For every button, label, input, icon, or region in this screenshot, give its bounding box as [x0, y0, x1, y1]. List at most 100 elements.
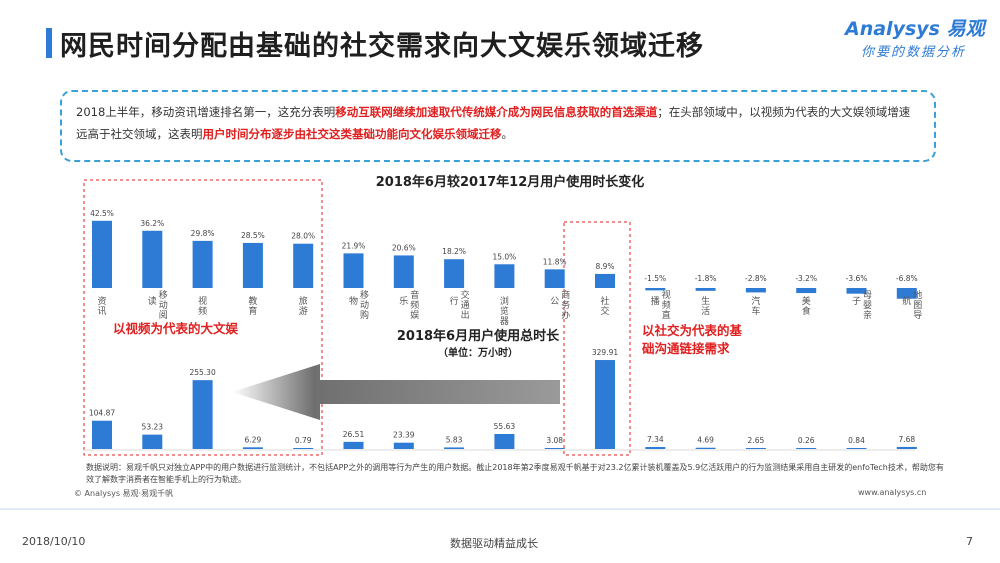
- page-number: 7: [966, 535, 973, 548]
- footer-divider: [0, 508, 1000, 510]
- hours-bar: [896, 446, 917, 449]
- growth-value-label: 21.9%: [342, 241, 366, 250]
- growth-value-label: -1.5%: [644, 274, 666, 283]
- hours-value-label: 329.91: [592, 348, 618, 357]
- category-tick-label: 社交: [600, 295, 609, 317]
- hours-bar: [142, 434, 163, 449]
- growth-value-label: 29.8%: [191, 229, 215, 238]
- hours-value-label: 26.51: [343, 430, 365, 439]
- growth-bar: [595, 273, 615, 288]
- category-tick-label-extra: 移动阅: [159, 289, 168, 321]
- chart1-bars: 42.5% 36.2% 29.8% 28.5% 28.0% 21.9% 20.6% 18.2%…: [90, 209, 918, 299]
- growth-bar: [393, 255, 414, 288]
- right-annotation-line1: 以社交为代表的基: [642, 323, 743, 338]
- category-tick-label: 公: [550, 296, 559, 307]
- summary-text-1: 2018上半年，移动资讯增速排名第一，这充分表明: [76, 105, 336, 119]
- highlight-box-entertainment: [83, 179, 323, 456]
- growth-bar: [645, 288, 666, 291]
- growth-bar: [92, 220, 112, 288]
- growth-bar: [142, 230, 163, 288]
- category-tick-label-extra: 移动购: [360, 289, 369, 321]
- hours-value-label: 4.69: [697, 436, 714, 445]
- hours-bar: [846, 448, 867, 449]
- chart1-ticks: 资讯 读 视频 教育 旅游 物 乐 行 浏览器 公 社交 播 生活 汽车 美食 子 航 移动阅 移动购 音频娱 交通出 商…: [97, 289, 922, 327]
- growth-value-label: 20.6%: [392, 243, 416, 252]
- growth-bar: [544, 269, 565, 288]
- growth-bar: [494, 264, 515, 288]
- growth-value-label: 8.9%: [595, 262, 614, 271]
- hours-bar: [695, 447, 716, 449]
- footer-date: 2018/10/10: [22, 535, 86, 548]
- growth-value-label: -3.6%: [846, 274, 868, 283]
- page-title: 网民时间分配由基础的社交需求向大文娱乐领域迁移: [60, 31, 704, 62]
- growth-bar: [846, 288, 867, 294]
- hours-bar: [444, 447, 465, 449]
- left-annotation: 以视频为代表的大文娱: [113, 321, 239, 336]
- growth-bar: [242, 242, 263, 288]
- hours-bar: [595, 360, 615, 449]
- hours-value-label: 0.84: [848, 436, 865, 445]
- hours-value-label: 0.79: [295, 436, 312, 445]
- hours-bar: [293, 448, 314, 449]
- hours-value-label: 3.08: [546, 436, 563, 445]
- hours-bar: [242, 447, 263, 449]
- growth-bar: [695, 288, 716, 291]
- category-tick-label-extra: 母婴亲: [863, 290, 872, 321]
- category-tick-label: 物: [349, 295, 358, 307]
- copyright: © Analysys 易观·易观千帆: [74, 489, 174, 498]
- hours-bar: [343, 441, 364, 449]
- summary-highlight-2: 用户时间分布逐步由社交这类基础功能向文化娱乐领域迁移: [202, 127, 502, 141]
- category-tick-label-extra: 视频直: [662, 289, 671, 321]
- growth-value-label: -1.8%: [695, 274, 717, 283]
- growth-value-label: -2.8%: [745, 274, 767, 283]
- category-tick-label-extra: 音频娱: [410, 289, 419, 321]
- hours-bar: [192, 380, 213, 449]
- hours-value-label: 55.63: [494, 422, 516, 431]
- growth-bar: [745, 288, 766, 293]
- growth-bar: [192, 240, 213, 288]
- hours-value-label: 53.23: [142, 423, 164, 432]
- chart2-title: 2018年6月用户使用总时长: [397, 328, 560, 344]
- growth-value-label: -6.8%: [896, 274, 918, 283]
- category-tick-label: 美食: [802, 295, 811, 317]
- hours-value-label: 5.83: [446, 435, 463, 444]
- category-tick-label: 读: [148, 295, 157, 307]
- highlight-box-social: [563, 221, 631, 456]
- growth-value-label: -3.2%: [795, 274, 817, 283]
- growth-value-label: 28.0%: [291, 232, 315, 241]
- hours-bar: [645, 447, 666, 449]
- chart2-subtitle: （单位：万小时）: [438, 346, 518, 359]
- chart1-title: 2018年6月较2017年12月用户使用时长变化: [376, 174, 645, 190]
- summary-text-3: 。: [501, 127, 514, 141]
- category-tick-label: 旅游: [299, 295, 308, 317]
- summary-text-2: ；在头部领域中，以视频为代表的大文娱领域增速远高于社交领域，这表明: [76, 105, 911, 141]
- right-annotation-line2: 础沟通链接需求: [642, 341, 730, 356]
- category-tick-label-extra: 交通出: [461, 289, 470, 321]
- data-note: 数据说明：易观千帆只对独立APP中的用户数据进行监测统计，不包括APP之外的调用…: [86, 463, 944, 484]
- growth-bar: [896, 288, 917, 299]
- growth-bar: [343, 253, 364, 288]
- hours-value-label: 255.30: [189, 368, 215, 377]
- hours-value-label: 104.87: [89, 409, 115, 418]
- hours-bar: [544, 448, 565, 449]
- growth-value-label: 15.0%: [492, 252, 516, 261]
- category-tick-label: 视频: [198, 295, 207, 317]
- logo-tagline: 你要的数据分析: [861, 45, 967, 60]
- website-link[interactable]: www.analysys.cn: [858, 488, 927, 497]
- growth-value-label: 18.2%: [442, 247, 466, 256]
- hours-value-label: 6.29: [245, 435, 262, 444]
- category-tick-label: 生活: [701, 295, 710, 317]
- growth-value-label: 42.5%: [90, 209, 114, 218]
- hours-value-label: 7.68: [898, 435, 915, 444]
- category-tick-label: 子: [852, 296, 861, 307]
- category-tick-label: 乐: [399, 295, 408, 307]
- category-tick-label: 行: [450, 295, 459, 307]
- growth-value-label: 28.5%: [241, 231, 265, 240]
- title-accent-bar: [46, 28, 52, 58]
- growth-bar: [293, 243, 314, 288]
- hours-bar: [796, 448, 817, 449]
- hours-bar: [494, 433, 515, 449]
- category-tick-label-extra: 地图导: [913, 289, 922, 321]
- growth-bar: [796, 288, 817, 294]
- hours-value-label: 0.26: [798, 436, 815, 445]
